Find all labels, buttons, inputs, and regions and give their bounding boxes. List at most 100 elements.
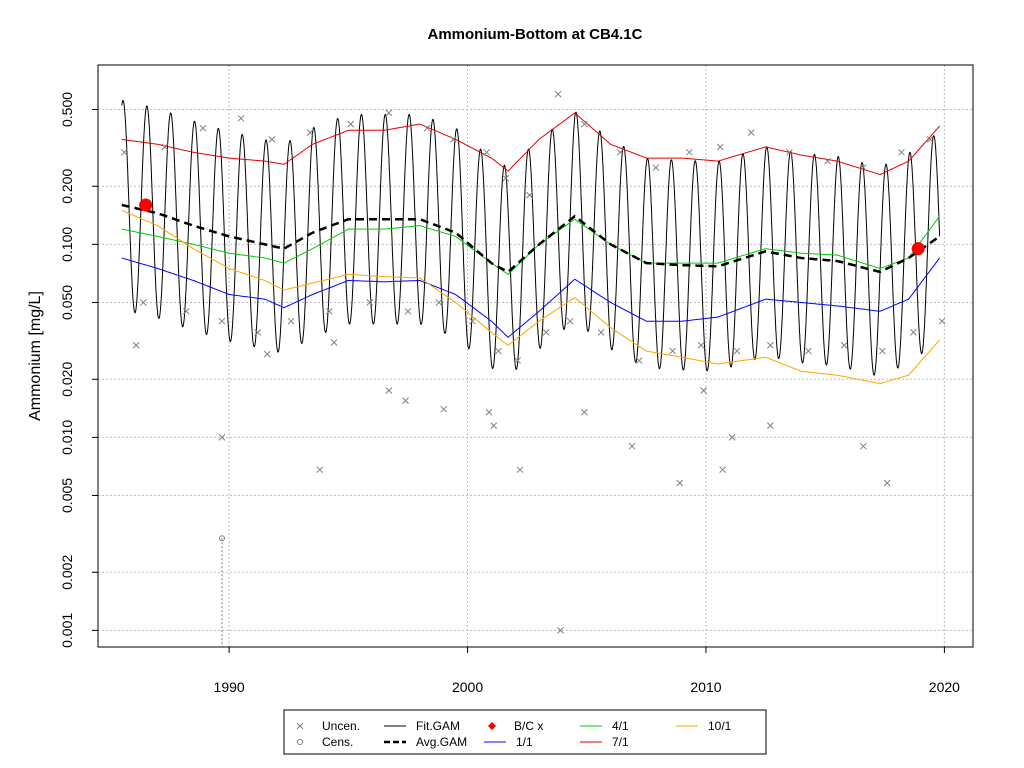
uncensored-point <box>716 143 724 151</box>
legend: Uncen. Cens. Fit.GAM Avg.GAM B/C x 1/1 4/1 7/1 1… <box>283 709 767 755</box>
point-layer <box>120 90 946 647</box>
uncensored-point <box>883 479 891 487</box>
legend-entry-label: 1/1 <box>516 735 533 749</box>
uncensored-point <box>766 422 774 430</box>
y-tick-label: 0.002 <box>59 555 75 590</box>
legend-x-marker <box>296 722 304 730</box>
series-4-1-line <box>121 215 940 275</box>
uncensored-point <box>581 408 588 416</box>
uncensored-point <box>859 164 867 171</box>
uncensored-point <box>879 347 886 355</box>
uncensored-point <box>468 317 476 325</box>
uncensored-point <box>616 148 624 156</box>
uncensored-point <box>938 317 946 325</box>
uncensored-point <box>404 307 412 315</box>
uncensored-point <box>237 114 245 122</box>
legend-circle-marker <box>297 739 303 745</box>
uncensored-point <box>435 299 443 306</box>
uncensored-point <box>628 442 636 450</box>
uncensored-point <box>218 317 226 325</box>
uncensored-point <box>120 148 128 156</box>
uncensored-point <box>423 124 431 132</box>
uncensored-point <box>495 347 502 355</box>
uncensored-point <box>786 148 793 156</box>
uncensored-point <box>514 357 521 364</box>
uncensored-point <box>652 164 660 171</box>
uncensored-point <box>347 120 355 128</box>
uncensored-point <box>483 148 490 156</box>
uncensored-point <box>824 157 831 165</box>
uncensored-point <box>490 422 498 430</box>
x-tick-label: 2010 <box>690 679 721 695</box>
uncensored-point <box>440 405 448 413</box>
y-tick-label: 0.010 <box>59 420 75 455</box>
fit-gam-line <box>121 99 941 376</box>
series-layer <box>121 99 941 385</box>
y-axis-label: Ammonium [mg/L] <box>27 291 44 421</box>
y-tick-label: 0.200 <box>59 169 75 204</box>
series-7-1-line <box>121 112 940 176</box>
uncensored-point <box>182 307 190 315</box>
uncensored-point <box>557 627 564 634</box>
uncensored-point <box>766 341 774 349</box>
uncensored-point <box>669 347 676 355</box>
uncensored-point <box>516 466 524 474</box>
uncensored-point <box>330 339 338 346</box>
uncensored-point <box>581 120 588 128</box>
uncensored-point <box>325 307 333 315</box>
uncensored-point <box>635 357 643 364</box>
series-10-1-line <box>121 209 940 385</box>
uncensored-point <box>254 329 262 336</box>
uncensored-point <box>139 299 147 306</box>
uncensored-point <box>676 479 684 487</box>
uncensored-point <box>733 347 741 355</box>
legend-entry-label: Avg.GAM <box>416 735 467 749</box>
x-tick-label: 2020 <box>929 679 960 695</box>
avg-gam-line <box>121 203 941 274</box>
uncensored-point <box>161 143 169 151</box>
uncensored-point <box>218 434 226 441</box>
uncensored-point <box>597 329 605 336</box>
grid-layer <box>98 65 973 647</box>
legend-box <box>283 709 767 755</box>
y-tick-label: 0.100 <box>59 227 75 262</box>
uncensored-point <box>805 347 812 355</box>
x-tick-label: 2000 <box>452 679 483 695</box>
uncensored-point <box>485 408 493 416</box>
uncensored-point <box>685 148 693 156</box>
uncensored-point <box>700 387 707 394</box>
legend-diamond-marker <box>488 722 496 730</box>
uncensored-point <box>566 317 574 325</box>
uncensored-point <box>263 350 271 358</box>
axis-layer: 1990 2000 2010 2020 0.001 0.002 0.005 0.010 0.02… <box>59 92 960 695</box>
uncensored-point <box>910 329 917 336</box>
uncensored-point <box>526 191 533 199</box>
y-tick-label: 0.005 <box>59 478 75 513</box>
y-tick-label: 0.050 <box>59 285 75 320</box>
uncensored-point <box>554 90 562 98</box>
uncensored-point <box>542 329 550 336</box>
uncensored-point <box>306 129 314 136</box>
uncensored-point <box>926 136 934 143</box>
uncensored-point <box>199 124 207 132</box>
uncensored-point <box>268 136 276 143</box>
uncensored-point <box>502 174 510 182</box>
uncensored-point <box>366 299 374 306</box>
uncensored-point <box>840 341 848 349</box>
uncensored-point <box>132 341 140 349</box>
uncensored-point <box>719 466 727 474</box>
uncensored-point <box>449 136 457 143</box>
uncensored-point <box>728 434 736 441</box>
y-tick-label: 0.020 <box>59 362 75 397</box>
legend-entry-label: 10/1 <box>708 719 732 733</box>
uncensored-point <box>316 466 324 474</box>
bc-point <box>139 198 153 212</box>
legend-entry-label: Cens. <box>322 735 353 749</box>
bc-point <box>911 242 925 256</box>
uncensored-point <box>898 148 905 156</box>
uncensored-point <box>697 341 705 349</box>
uncensored-point <box>859 442 867 450</box>
legend-entry-label: 4/1 <box>612 719 629 733</box>
uncensored-point <box>287 317 295 325</box>
